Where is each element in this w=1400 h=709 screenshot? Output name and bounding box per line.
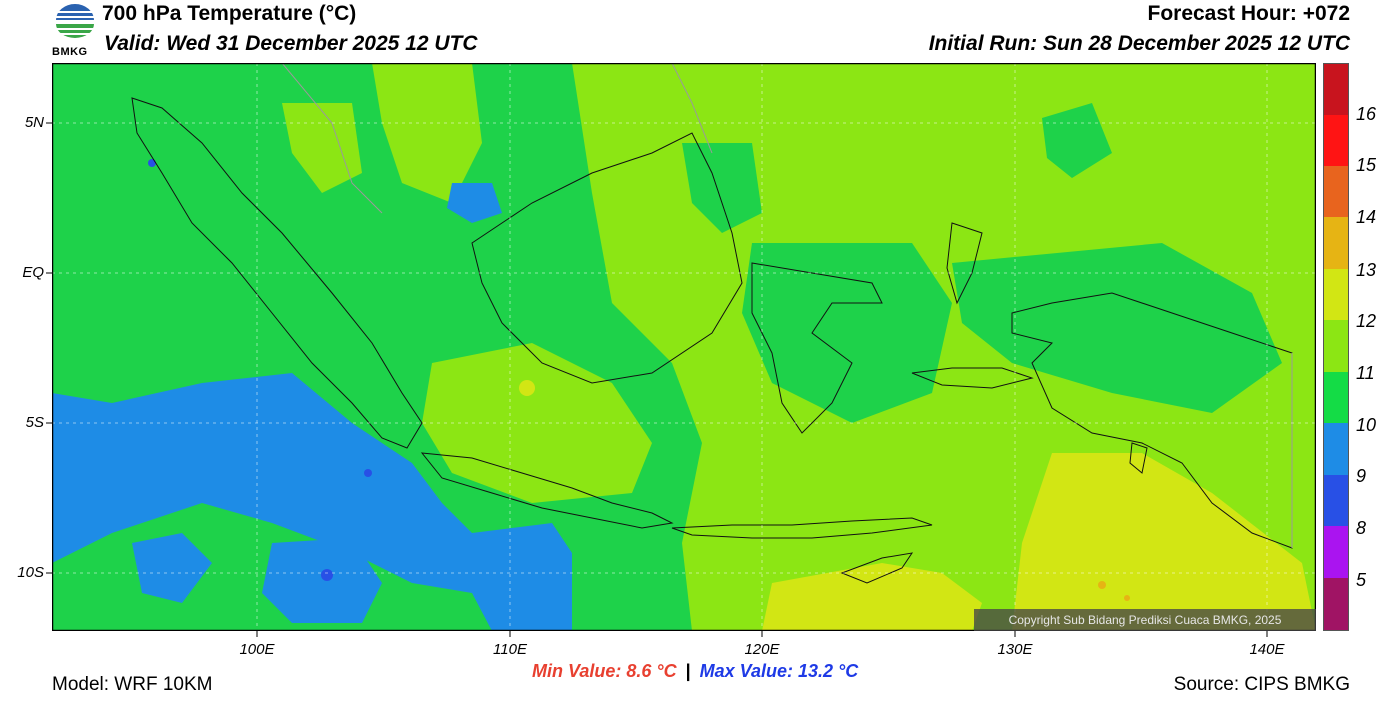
lon-label-120e: 120E [744,641,780,658]
colorbar-bin-14 [1323,166,1349,217]
coast-java [420,452,674,529]
valid-time: Valid: Wed 31 December 2025 12 UTC [104,32,478,55]
lat-label-eq: EQ [22,264,44,281]
coast-timor [840,552,914,584]
colorbar-label-16: 16 [1356,104,1377,124]
border-malaysia [281,63,383,214]
colorbar-bin-8 [1323,475,1349,526]
border-philippines [671,63,713,154]
forecast-hour: Forecast Hour: +072 [1147,2,1351,25]
colorbar-bin-9 [1323,423,1349,475]
map-field-darkblue-1 [321,569,333,581]
coast-sumatra [131,97,423,449]
colorbar-bin-11 [1323,320,1349,372]
min-max-values: Min Value: 8.6 °C | Max Value: 13.2 °C [532,661,858,682]
colorbar-bin-12 [1323,269,1349,320]
colorbar-label-9: 9 [1356,466,1367,486]
source-label: Source: CIPS BMKG [1173,674,1350,695]
max-value: Max Value: 13.2 °C [699,661,859,681]
map-field-yellow-java [519,380,535,396]
coastlines [131,97,1293,584]
lat-ticks [46,122,52,574]
min-value: Min Value: 8.6 °C [532,661,677,681]
lat-label-10s: 10S [17,564,44,581]
map-field-yellow-arafura [1012,453,1316,631]
lon-label-140e: 140E [1249,641,1285,658]
map-field-orange-1 [1098,581,1106,589]
coast-new-guinea [1011,292,1293,549]
map-field-orange-2 [1124,595,1130,601]
map-field-green-ne [1042,103,1112,178]
lon-label-100e: 100E [239,641,275,658]
coast-lesser-sunda [671,517,933,539]
map-field-green-kal [682,143,762,233]
map-field-lightgreen-north [372,63,482,203]
coast-aru [1129,442,1148,474]
colorbar-bin-5 [1323,526,1349,578]
map-field-blue-indian [52,373,572,631]
colorbar-bin-13 [1323,217,1349,269]
lat-label-5n: 5N [24,114,44,131]
logo-text: BMKG [52,46,88,58]
colorbar-bin-16plus [1323,63,1349,115]
map-frame [52,63,1316,631]
bmkg-logo-icon [56,4,94,38]
colorbar-label-8: 8 [1356,518,1367,538]
coast-sulawesi [751,262,883,434]
lon-label-110e: 110E [493,641,527,658]
map-field-darkblue-2 [364,469,372,477]
colorbar-bin-10 [1323,372,1349,423]
colorbar-label-12: 12 [1356,311,1377,331]
colorbar-label-14: 14 [1356,207,1377,227]
temperature-map [52,63,1316,631]
map-field-blue-patch1 [132,533,212,603]
coast-kalimantan [471,132,743,384]
coast-halmahera [946,222,983,305]
bmkg-logo [52,2,98,60]
map-field-darkblue-3 [148,159,156,167]
gridlines [52,63,1316,631]
colorbar [1323,63,1349,631]
map-field-green-maluku [952,243,1282,413]
model-label: Model: WRF 10KM [52,674,213,695]
map-field-yellow-timor [762,563,982,631]
colorbar-label-5: 5 [1356,570,1367,590]
colorbar-bin-low [1323,578,1349,631]
copyright-label: Copyright Sub Bidang Prediksi Cuaca BMKG… [974,609,1316,631]
lat-label-5s: 5S [25,414,44,431]
colorbar-label-10: 10 [1356,415,1377,435]
lon-ticks [256,631,1268,637]
colorbar-label-15: 15 [1356,155,1377,175]
initial-run: Initial Run: Sun 28 December 2025 12 UTC [928,32,1350,55]
colorbar-label-13: 13 [1356,260,1377,280]
borders [281,63,1293,548]
lon-label-130e: 130E [997,641,1033,658]
min-max-separator: | [685,661,691,681]
map-field-green-sulawesi [742,243,952,423]
map-field-blue-patch2 [262,538,382,623]
map-field-lightgreen-west [282,103,362,193]
colorbar-label-11: 11 [1356,363,1375,383]
coast-seram [911,367,1034,389]
chart-title: 700 hPa Temperature (°C) [102,2,357,25]
map-field-blue-scs [447,183,502,223]
colorbar-bin-15 [1323,115,1349,166]
